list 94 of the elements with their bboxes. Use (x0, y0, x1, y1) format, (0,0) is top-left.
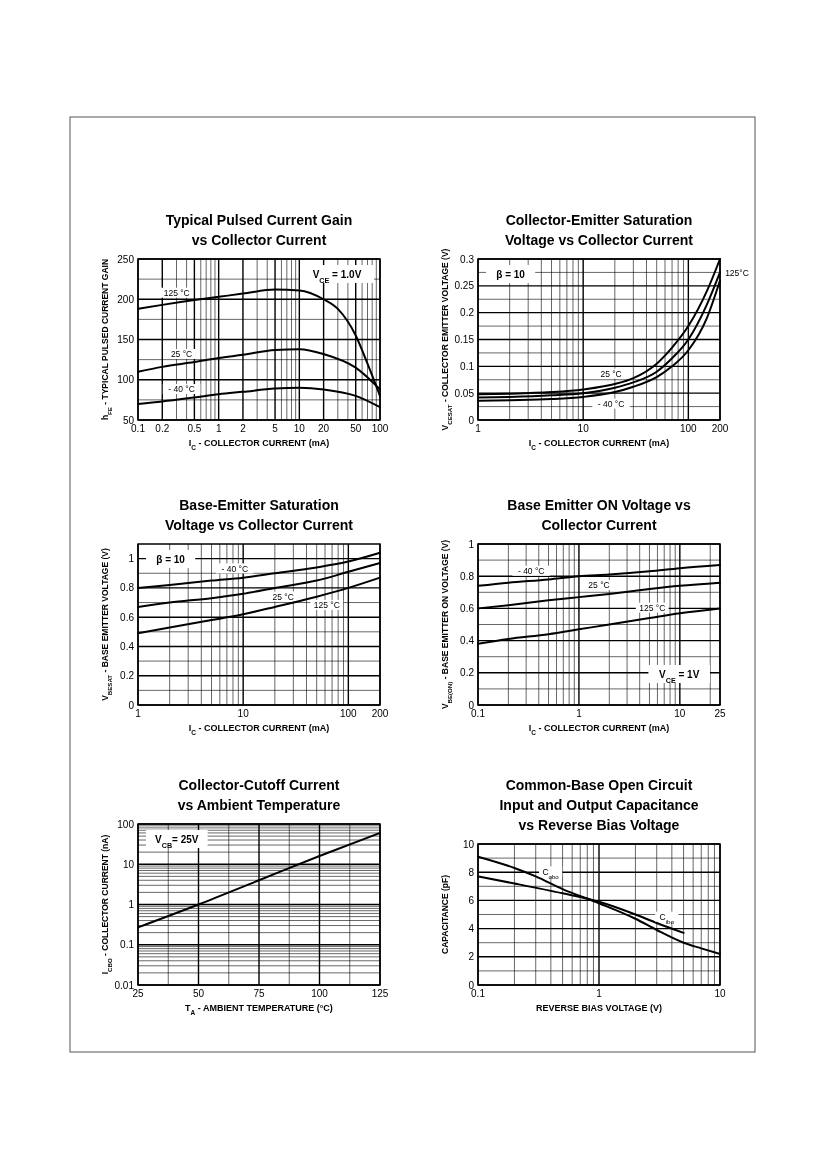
y-tick-label: 0.2 (460, 667, 475, 679)
x-tick-label: 100 (371, 423, 389, 434)
series-label: C$_{obo}$ (542, 866, 560, 880)
chart-title: Collector-Cutoff Current vs Ambient Temperature (177, 777, 341, 813)
y-tick-label: 0 (468, 699, 475, 711)
series-label: - 40 °C (517, 566, 545, 577)
x-axis-title: REVERSE BIAS VOLTAGE (V) (535, 1003, 663, 1013)
y-tick-label: 0.2 (460, 307, 475, 319)
y-tick-label: 2 (468, 951, 475, 963)
y-tick-label: 100 (117, 374, 135, 386)
y-tick-label: 1 (468, 538, 475, 550)
y-tick-label: 0.2 (120, 670, 135, 682)
x-tick-label: 1 (475, 423, 482, 434)
annotation: β = 10 (156, 554, 186, 565)
y-tick-label: 0.15 (454, 334, 475, 345)
series-label: 25 °C (272, 591, 294, 602)
series-label: 25 °C (588, 580, 610, 591)
annotation: V$_{CE}$ = 1.0V (312, 269, 362, 285)
x-axis-title: I$_{C}$ - COLLECTOR CURRENT (mA) (188, 723, 330, 736)
series-label: 25 °C (600, 368, 622, 379)
y-tick-label: 50 (122, 414, 135, 426)
x-tick-label: 10 (577, 423, 590, 434)
x-tick-label: 100 (340, 708, 358, 719)
y-tick-label: 0.6 (460, 602, 475, 614)
x-tick-label: 10 (714, 988, 726, 999)
x-tick-label: 100 (311, 988, 329, 999)
y-tick-label: 0.1 (460, 360, 475, 372)
y-tick-label: 10 (122, 858, 135, 870)
chart-title: Base-Emitter Saturation Voltage vs Collector Current (164, 497, 354, 533)
series-label: 125 °C (313, 600, 340, 611)
y-tick-label: 0.8 (460, 570, 475, 582)
series-label: 125°C (725, 267, 749, 278)
y-tick-label: 6 (468, 894, 475, 906)
x-tick-label: 10 (237, 708, 250, 719)
x-tick-label: 10 (293, 423, 306, 434)
series-label: - 40 °C (221, 563, 249, 574)
y-tick-label: 200 (117, 293, 135, 305)
y-tick-label: 1 (128, 899, 135, 910)
x-tick-label: 75 (253, 988, 265, 999)
y-tick-label: 0.05 (454, 387, 475, 399)
chart-title: Typical Pulsed Current Gain vs Collector Current (165, 212, 353, 248)
y-tick-label: 4 (468, 923, 475, 935)
y-tick-label: 100 (117, 818, 135, 830)
y-tick-label: 150 (117, 334, 135, 345)
x-tick-label: 1 (576, 708, 583, 719)
x-axis-title: I$_{C}$ - COLLECTOR CURRENT (mA) (528, 438, 670, 451)
x-tick-label: 1 (135, 708, 142, 719)
annotation: V$_{CB}$= 25V (155, 834, 199, 850)
y-tick-label: 0.3 (460, 253, 475, 265)
y-tick-label: 0 (128, 699, 135, 711)
y-tick-label: 10 (462, 838, 475, 850)
x-tick-label: 5 (272, 423, 279, 434)
y-axis-title: CAPACITANCE (pF) (440, 874, 450, 955)
x-tick-label: 50 (192, 988, 205, 999)
series-label: 125 °C (163, 287, 190, 298)
x-axis-title: T$_{A}$ - AMBIENT TEMPERATURE (°C) (185, 1003, 333, 1016)
series-label: 25 °C (170, 349, 193, 360)
annotation: β = 10 (496, 269, 526, 280)
x-tick-label: 200 (371, 708, 389, 719)
x-tick-label: 50 (350, 423, 362, 434)
series-label: - 40 °C (597, 398, 625, 409)
chart-title: Base Emitter ON Voltage vs Collector Current (507, 497, 691, 533)
y-tick-label: 0.01 (114, 979, 135, 991)
y-tick-label: 0.4 (460, 635, 475, 647)
x-tick-label: 125 (371, 988, 389, 999)
x-tick-label: 200 (711, 423, 729, 434)
y-tick-label: 0.1 (120, 939, 135, 951)
x-axis-title: I$_{C}$ - COLLECTOR CURRENT (mA) (188, 438, 330, 451)
chart-title: Collector-Emitter Saturation Voltage vs Collector Current (504, 212, 694, 248)
y-tick-label: 0.6 (120, 611, 135, 623)
y-tick-label: 0.8 (120, 582, 135, 594)
series-label: 125 °C (639, 602, 666, 613)
x-tick-label: 10 (674, 708, 686, 719)
x-tick-label: 0.2 (155, 423, 170, 434)
x-tick-label: 1 (215, 423, 222, 434)
chart-title: Common-Base Open Circuit Input and Output Capacitance vs Reverse Bias Voltage (499, 777, 699, 833)
series-label: C$_{ibo}$ (659, 911, 675, 925)
x-tick-label: 2 (240, 423, 247, 434)
series-label: - 40 °C (168, 384, 195, 395)
y-tick-label: 0.25 (454, 280, 475, 292)
x-axis-title: I$_{C}$ - COLLECTOR CURRENT (mA) (528, 723, 670, 736)
y-tick-label: 0 (468, 414, 475, 426)
x-tick-label: 20 (318, 423, 330, 434)
y-tick-label: 1 (128, 553, 135, 565)
x-tick-label: 100 (680, 423, 698, 434)
y-tick-label: 0.4 (120, 640, 135, 652)
x-tick-label: 1 (596, 988, 603, 999)
y-tick-label: 0 (468, 979, 475, 991)
y-tick-label: 8 (468, 866, 475, 878)
x-tick-label: 25 (714, 708, 726, 719)
y-tick-label: 250 (117, 253, 135, 265)
annotation: V$_{CE}$ = 1V (659, 669, 700, 685)
x-tick-label: 0.5 (187, 423, 202, 434)
x-tick-label: 25 (132, 988, 144, 999)
